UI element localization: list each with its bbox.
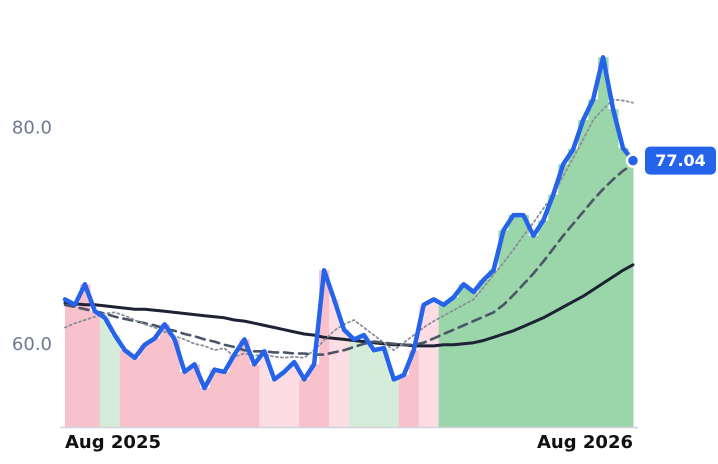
series-line: [62, 55, 636, 391]
signal-area: [438, 304, 450, 427]
signal-area: [65, 299, 71, 427]
last-value-label: 77.04: [655, 151, 706, 170]
signal-area: [79, 284, 91, 427]
x-tick-label: Aug 2025: [65, 432, 161, 453]
signal-area: [259, 351, 270, 427]
signal-area: [239, 339, 250, 427]
signal-area: [558, 164, 569, 428]
signal-areas: [65, 57, 634, 428]
signal-area: [428, 299, 440, 427]
signal-area: [69, 304, 81, 427]
signal-area: [378, 348, 390, 427]
signal-area: [618, 148, 629, 427]
signal-area: [99, 317, 111, 427]
last-value-box: [645, 146, 716, 175]
signal-area: [149, 338, 161, 427]
signal-area: [418, 304, 430, 427]
signal-area: [538, 220, 549, 427]
signal-area: [398, 375, 410, 427]
signal-area: [498, 230, 509, 427]
series-line: [63, 263, 635, 348]
signal-area: [89, 311, 101, 427]
y-tick-label: 60.0: [12, 334, 52, 355]
signal-area: [598, 57, 609, 427]
signal-area: [488, 270, 499, 427]
signal-area: [568, 149, 579, 427]
signal-area: [159, 324, 171, 427]
signal-area: [119, 350, 131, 427]
series-line: [63, 163, 635, 356]
signal-area: [518, 215, 529, 427]
signal-area: [109, 335, 121, 427]
signal-area: [319, 270, 330, 427]
signal-area: [388, 379, 400, 427]
signal-area: [209, 369, 220, 427]
signal-area: [139, 344, 151, 427]
signal-area: [349, 339, 360, 427]
signal-area: [588, 99, 599, 428]
signal-area: [608, 109, 619, 427]
signal-area: [628, 160, 634, 427]
signal-area: [179, 371, 191, 427]
signal-area: [199, 388, 210, 427]
signal-area: [458, 284, 470, 427]
signal-area: [309, 364, 320, 427]
signal-area: [368, 350, 380, 427]
signal-area: [269, 379, 280, 427]
signal-area: [229, 354, 240, 427]
signal-area: [299, 379, 310, 427]
x-tick-label: Aug 2026: [537, 432, 633, 453]
signal-area: [478, 279, 490, 427]
lines: [62, 55, 636, 391]
signal-area: [169, 339, 181, 427]
signal-area: [528, 235, 539, 427]
signal-area: [289, 362, 300, 427]
signal-area: [578, 119, 589, 428]
signal-area: [468, 291, 480, 427]
signal-area: [448, 297, 460, 427]
signal-area: [249, 364, 260, 427]
signal-area: [219, 371, 230, 427]
signal-area: [189, 364, 201, 427]
signal-area: [329, 299, 340, 427]
signal-area: [508, 215, 519, 427]
y-tick-label: 80.0: [12, 118, 52, 139]
signal-area: [358, 335, 370, 427]
signal-area: [279, 371, 290, 427]
signal-area: [408, 350, 420, 427]
last-point: [625, 153, 641, 168]
signal-area: [129, 357, 141, 427]
signal-area: [339, 329, 350, 427]
